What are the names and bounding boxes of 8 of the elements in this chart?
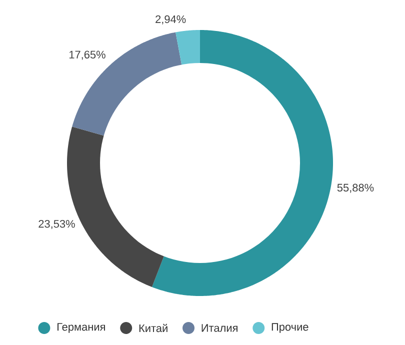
data-label: 23,53% — [38, 220, 75, 230]
legend-label: Китай — [139, 324, 168, 332]
legend-label: Италия — [202, 324, 238, 332]
legend-label: Германия — [58, 323, 105, 333]
legend-label: Прочие — [272, 323, 308, 333]
data-label: 2,94% — [156, 15, 186, 24]
data-label: 17,65% — [69, 50, 106, 60]
data-label: 55,88% — [337, 184, 374, 193]
